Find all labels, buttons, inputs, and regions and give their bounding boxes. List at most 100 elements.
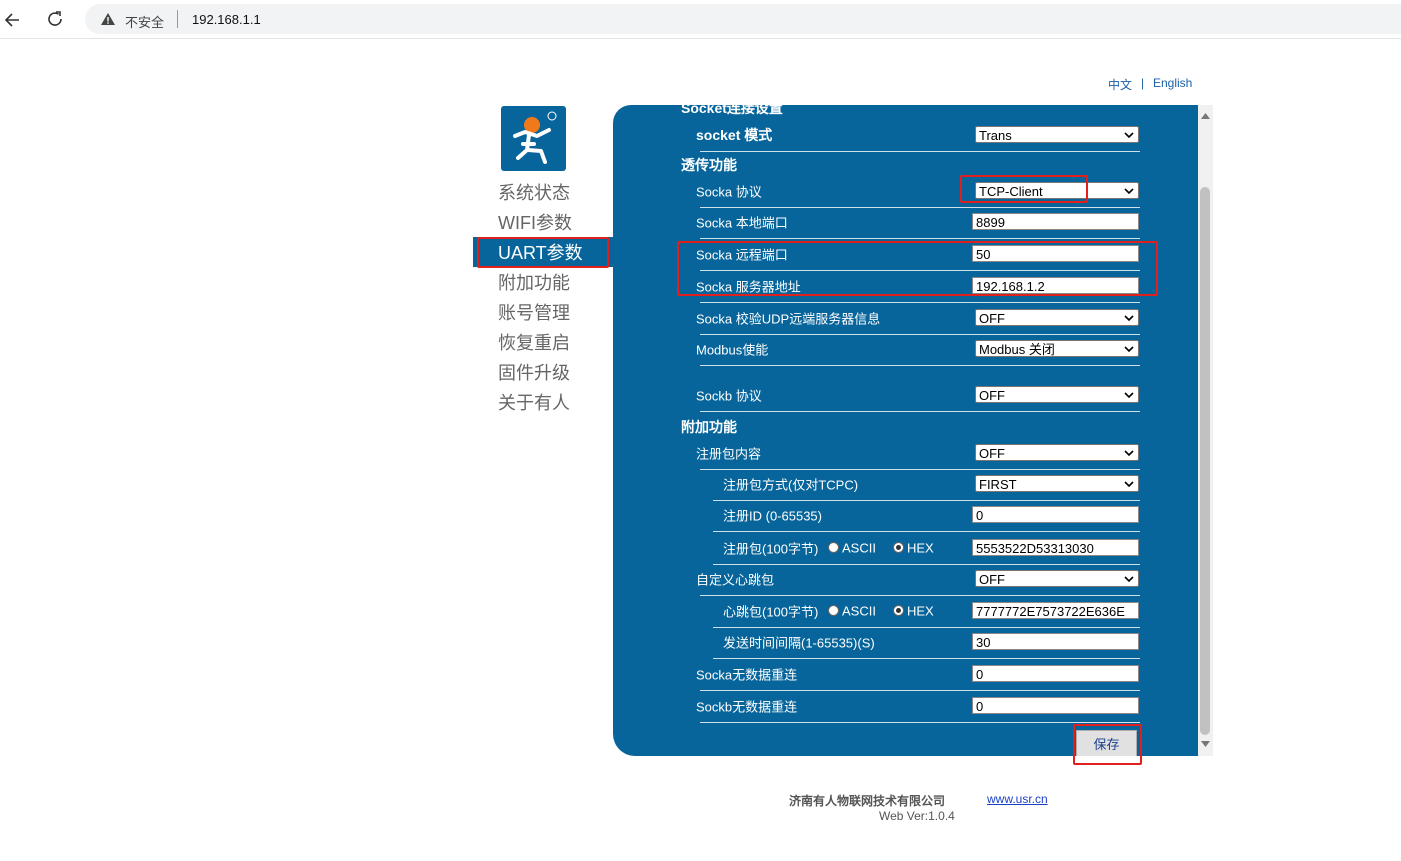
dropdown-arrow [1124,450,1134,457]
dropdown-arrow [1124,576,1134,583]
row-divider [713,500,1140,501]
field-label: Sockb无数据重连 [696,699,798,715]
field-label: 注册ID (0-65535) [723,508,822,524]
address-bar[interactable]: 不安全 192.168.1.1 [85,4,1401,34]
field-label: Socka无数据重连 [696,667,798,683]
radio-dot [896,545,901,550]
row-divider [700,411,1140,412]
lang-en[interactable]: English [1153,76,1193,90]
radio-label: HEX [907,603,934,619]
select-value: OFF [979,446,1005,461]
field-label: socket 模式 [696,127,773,143]
dropdown-arrow [1124,392,1134,399]
text-input[interactable]: 5553522D53313030 [972,539,1139,556]
field-label: 心跳包(100字节) [723,604,819,620]
section-title: 透传功能 [681,157,737,173]
section-title: Socket连接设置 [681,105,783,116]
row-divider [700,302,1140,303]
dropdown-arrow [1124,132,1134,139]
company: 济南有人物联网技术有限公司 [789,794,946,808]
scrollbar[interactable] [1198,105,1213,756]
field-label: 注册包方式(仅对TCPC) [723,477,859,493]
nav-item[interactable]: WIFI参数 [498,213,572,233]
text-input[interactable]: 8899 [972,213,1139,230]
nav-item[interactable]: 恢复重启 [498,333,570,353]
select-value: TCP-Client [979,184,1043,199]
row-divider [700,151,1140,152]
text-input[interactable]: 192.168.1.2 [972,277,1139,294]
field-label: Socka 服务器地址 [696,279,801,295]
save-button[interactable]: 保存 [1076,730,1137,756]
select-value: OFF [979,572,1005,587]
browser-bar: 不安全 192.168.1.1 [0,0,1401,39]
field-label: Modbus使能 [696,342,769,358]
text-input[interactable]: 0 [972,665,1139,682]
select-box[interactable]: Trans [975,126,1139,143]
radio-label: HEX [907,540,934,556]
text-input[interactable]: 50 [972,245,1139,262]
version: Web Ver:1.0.4 [879,809,955,823]
radio-button[interactable] [893,542,904,553]
nav-item[interactable]: 附加功能 [498,273,570,293]
text-input[interactable]: 0 [972,506,1139,523]
logo [501,106,566,171]
settings-panel: Socket连接设置 socket 模式 Trans 透传功能 Socka 协议 TCP-… [613,105,1198,756]
text-input[interactable]: 0 [972,697,1139,714]
row-divider [700,207,1140,208]
field-label: 注册包内容 [696,446,762,462]
radio-label: ASCII [842,540,876,556]
select-box[interactable]: OFF [975,386,1139,403]
row-divider [700,469,1140,470]
field-label: Socka 远程端口 [696,247,788,263]
nav-item[interactable]: UART参数 [498,243,583,263]
radio-button[interactable] [893,605,904,616]
nav-item[interactable]: 系统状态 [498,183,570,203]
website-link[interactable]: www.usr.cn [987,792,1048,806]
lang-zh[interactable]: 中文 [1108,78,1133,92]
select-box[interactable]: OFF [975,570,1139,587]
nav-item[interactable]: 关于有人 [498,393,570,413]
dropdown-arrow [1124,346,1134,353]
select-value: OFF [979,311,1005,326]
divider [177,10,178,28]
select-box[interactable]: OFF [975,309,1139,326]
nav-active-bg [473,237,613,267]
select-box[interactable]: TCP-Client [975,182,1139,199]
url: 192.168.1.1 [192,12,261,27]
field-label: 注册包(100字节) [723,541,819,557]
row-divider [700,595,1140,596]
row-divider [713,658,1140,659]
row-divider [700,334,1140,335]
back-button[interactable] [2,10,22,30]
field-label: Socka 本地端口 [696,215,788,231]
dropdown-arrow [1124,188,1134,195]
select-box[interactable]: Modbus 关闭 [975,340,1139,357]
scroll-down[interactable] [1201,741,1210,747]
text-input[interactable]: 30 [972,633,1139,650]
warning-icon [101,13,115,25]
select-value: OFF [979,388,1005,403]
select-value: FIRST [979,477,1017,492]
select-box[interactable]: FIRST [975,475,1139,492]
reload-button[interactable] [45,9,65,29]
radio-dot [896,608,901,613]
nav-item[interactable]: 固件升级 [498,363,570,383]
field-label: Sockb 协议 [696,388,762,404]
dropdown-arrow [1124,481,1134,488]
nav-item[interactable]: 账号管理 [498,303,570,323]
row-divider [713,531,1140,532]
radio-button[interactable] [828,605,839,616]
row-divider [713,627,1140,628]
scroll-up[interactable] [1201,113,1210,119]
security-label: 不安全 [125,15,165,30]
row-divider [700,722,1140,723]
select-value: Trans [979,128,1012,143]
select-value: Modbus 关闭 [979,342,1055,357]
field-label: 自定义心跳包 [696,572,775,588]
lang-separator: | [1141,76,1145,90]
scroll-thumb[interactable] [1200,187,1210,735]
select-box[interactable]: OFF [975,444,1139,461]
radio-button[interactable] [828,542,839,553]
text-input[interactable]: 7777772E7573722E636E [972,602,1139,619]
